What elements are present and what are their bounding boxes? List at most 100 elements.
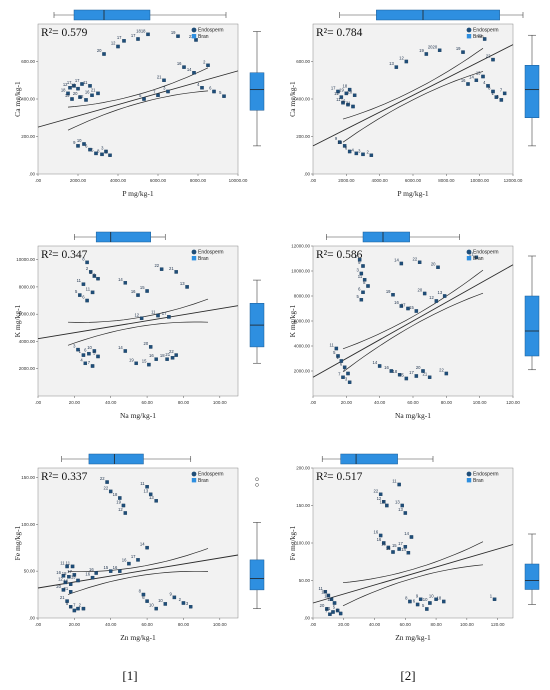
data-point [88, 270, 93, 274]
data-point-label: 2020 [428, 44, 438, 49]
data-point-label: 17 [67, 80, 72, 85]
data-point [491, 57, 495, 62]
data-point-label: 8 [488, 86, 491, 91]
data-point-label: 21 [346, 101, 351, 106]
data-point [65, 564, 69, 569]
data-point [83, 361, 88, 366]
x-tick-label: 120.00 [491, 622, 505, 627]
data-point [65, 599, 69, 603]
data-point [486, 84, 490, 88]
data-point-label: 10 [149, 603, 154, 608]
data-point [165, 357, 169, 361]
data-point [88, 147, 92, 152]
data-point [85, 260, 89, 265]
data-point-label: 13 [71, 575, 76, 580]
data-point-label: 17 [117, 35, 122, 40]
y-tick-label: .00 [304, 616, 311, 621]
data-point [389, 369, 394, 373]
data-point [94, 151, 98, 156]
data-point [85, 298, 89, 303]
data-point [72, 608, 77, 613]
y-tick-label: 600.00 [21, 59, 35, 64]
data-point-label: 21 [64, 586, 69, 591]
x-tick-label: 10000.00 [229, 178, 248, 183]
data-point-label: 16 [177, 61, 182, 66]
y-tick-label: 150.00 [296, 503, 310, 508]
data-point-label: 18 [160, 353, 165, 358]
data-point [154, 606, 158, 611]
data-point-label: 3 [345, 376, 348, 381]
data-point-label: 13 [180, 281, 185, 286]
data-point-label: 16 [381, 542, 386, 547]
legend-label-bran: Bran [473, 34, 484, 40]
data-point [192, 71, 196, 75]
legend-label-bran: Bran [198, 256, 209, 262]
r-squared-label: R²= 0.517 [316, 471, 363, 483]
data-point [174, 353, 178, 357]
data-point [414, 309, 419, 313]
data-point-label: 19 [386, 289, 391, 294]
data-point-label: 18 [61, 87, 66, 92]
legend-marker-endosperm [466, 27, 472, 33]
data-point-label: 5 [91, 147, 94, 152]
data-point-label: 11 [358, 274, 363, 279]
data-point-label: 9 [93, 273, 96, 278]
data-point-label: 22 [169, 349, 174, 354]
data-point-label: 5 [219, 90, 222, 95]
data-point [90, 364, 95, 368]
data-point [87, 351, 91, 356]
data-point-label: 21 [169, 266, 174, 271]
data-point [92, 349, 97, 353]
x-tick-label: 6000.00 [405, 178, 422, 183]
data-point [369, 153, 374, 157]
data-point [474, 78, 479, 83]
data-point [499, 98, 504, 102]
x-axis-label: Zn mg/kg-1 [120, 633, 156, 642]
data-point [78, 293, 82, 297]
data-point-label: 16 [321, 590, 326, 595]
data-point-label: 16 [113, 565, 118, 570]
data-point [90, 290, 95, 295]
chart-panel-3: 2000.00 4000.00 6000.00 8000.00 10000.00 .00 2… [13, 231, 265, 420]
top-box-iqr [376, 9, 500, 21]
data-point-label: 5 [66, 601, 69, 606]
x-tick-label: 120.00 [506, 400, 520, 405]
legend-label-endosperm: Endosperm [198, 28, 224, 34]
data-point-label: 11 [318, 586, 323, 591]
data-point [188, 604, 193, 609]
data-point [81, 353, 86, 357]
data-point [404, 59, 409, 64]
data-point-label: 19 [129, 357, 134, 362]
r-squared-label: R²= 0.784 [316, 27, 363, 39]
y-tick-label: .00 [304, 172, 311, 177]
data-point-label: 16 [56, 570, 61, 575]
data-point-label: 13 [389, 61, 394, 66]
caption-right: [2] [400, 668, 415, 683]
data-point [181, 601, 186, 605]
legend-marker-endosperm [191, 27, 197, 33]
data-point [428, 601, 432, 605]
data-point-label: 18 [392, 369, 397, 374]
data-point [136, 37, 140, 41]
y-axis-label: Fe mg/kg-1 [13, 525, 22, 560]
data-point-label: 5 [496, 94, 499, 99]
data-point [92, 274, 97, 278]
data-point [346, 371, 350, 376]
data-point-label: 2 [79, 603, 82, 608]
data-point-label: 18 [113, 492, 118, 497]
data-point-label: 10 [429, 593, 434, 598]
top-box-iqr [340, 453, 398, 465]
data-point [141, 592, 146, 597]
data-point [382, 541, 386, 545]
confidence-band-upper [67, 67, 209, 108]
data-point-label: 16 [85, 89, 90, 94]
data-point-label: 3 [101, 146, 104, 151]
data-point [76, 606, 80, 611]
r-squared-label: R²= 0.586 [316, 249, 363, 261]
data-point-label: 10 [77, 138, 82, 143]
y-tick-label: 400.00 [21, 97, 35, 102]
legend-marker-bran [466, 478, 472, 483]
data-point-label: 14 [404, 531, 409, 536]
data-point [121, 503, 126, 508]
data-point [118, 496, 122, 500]
